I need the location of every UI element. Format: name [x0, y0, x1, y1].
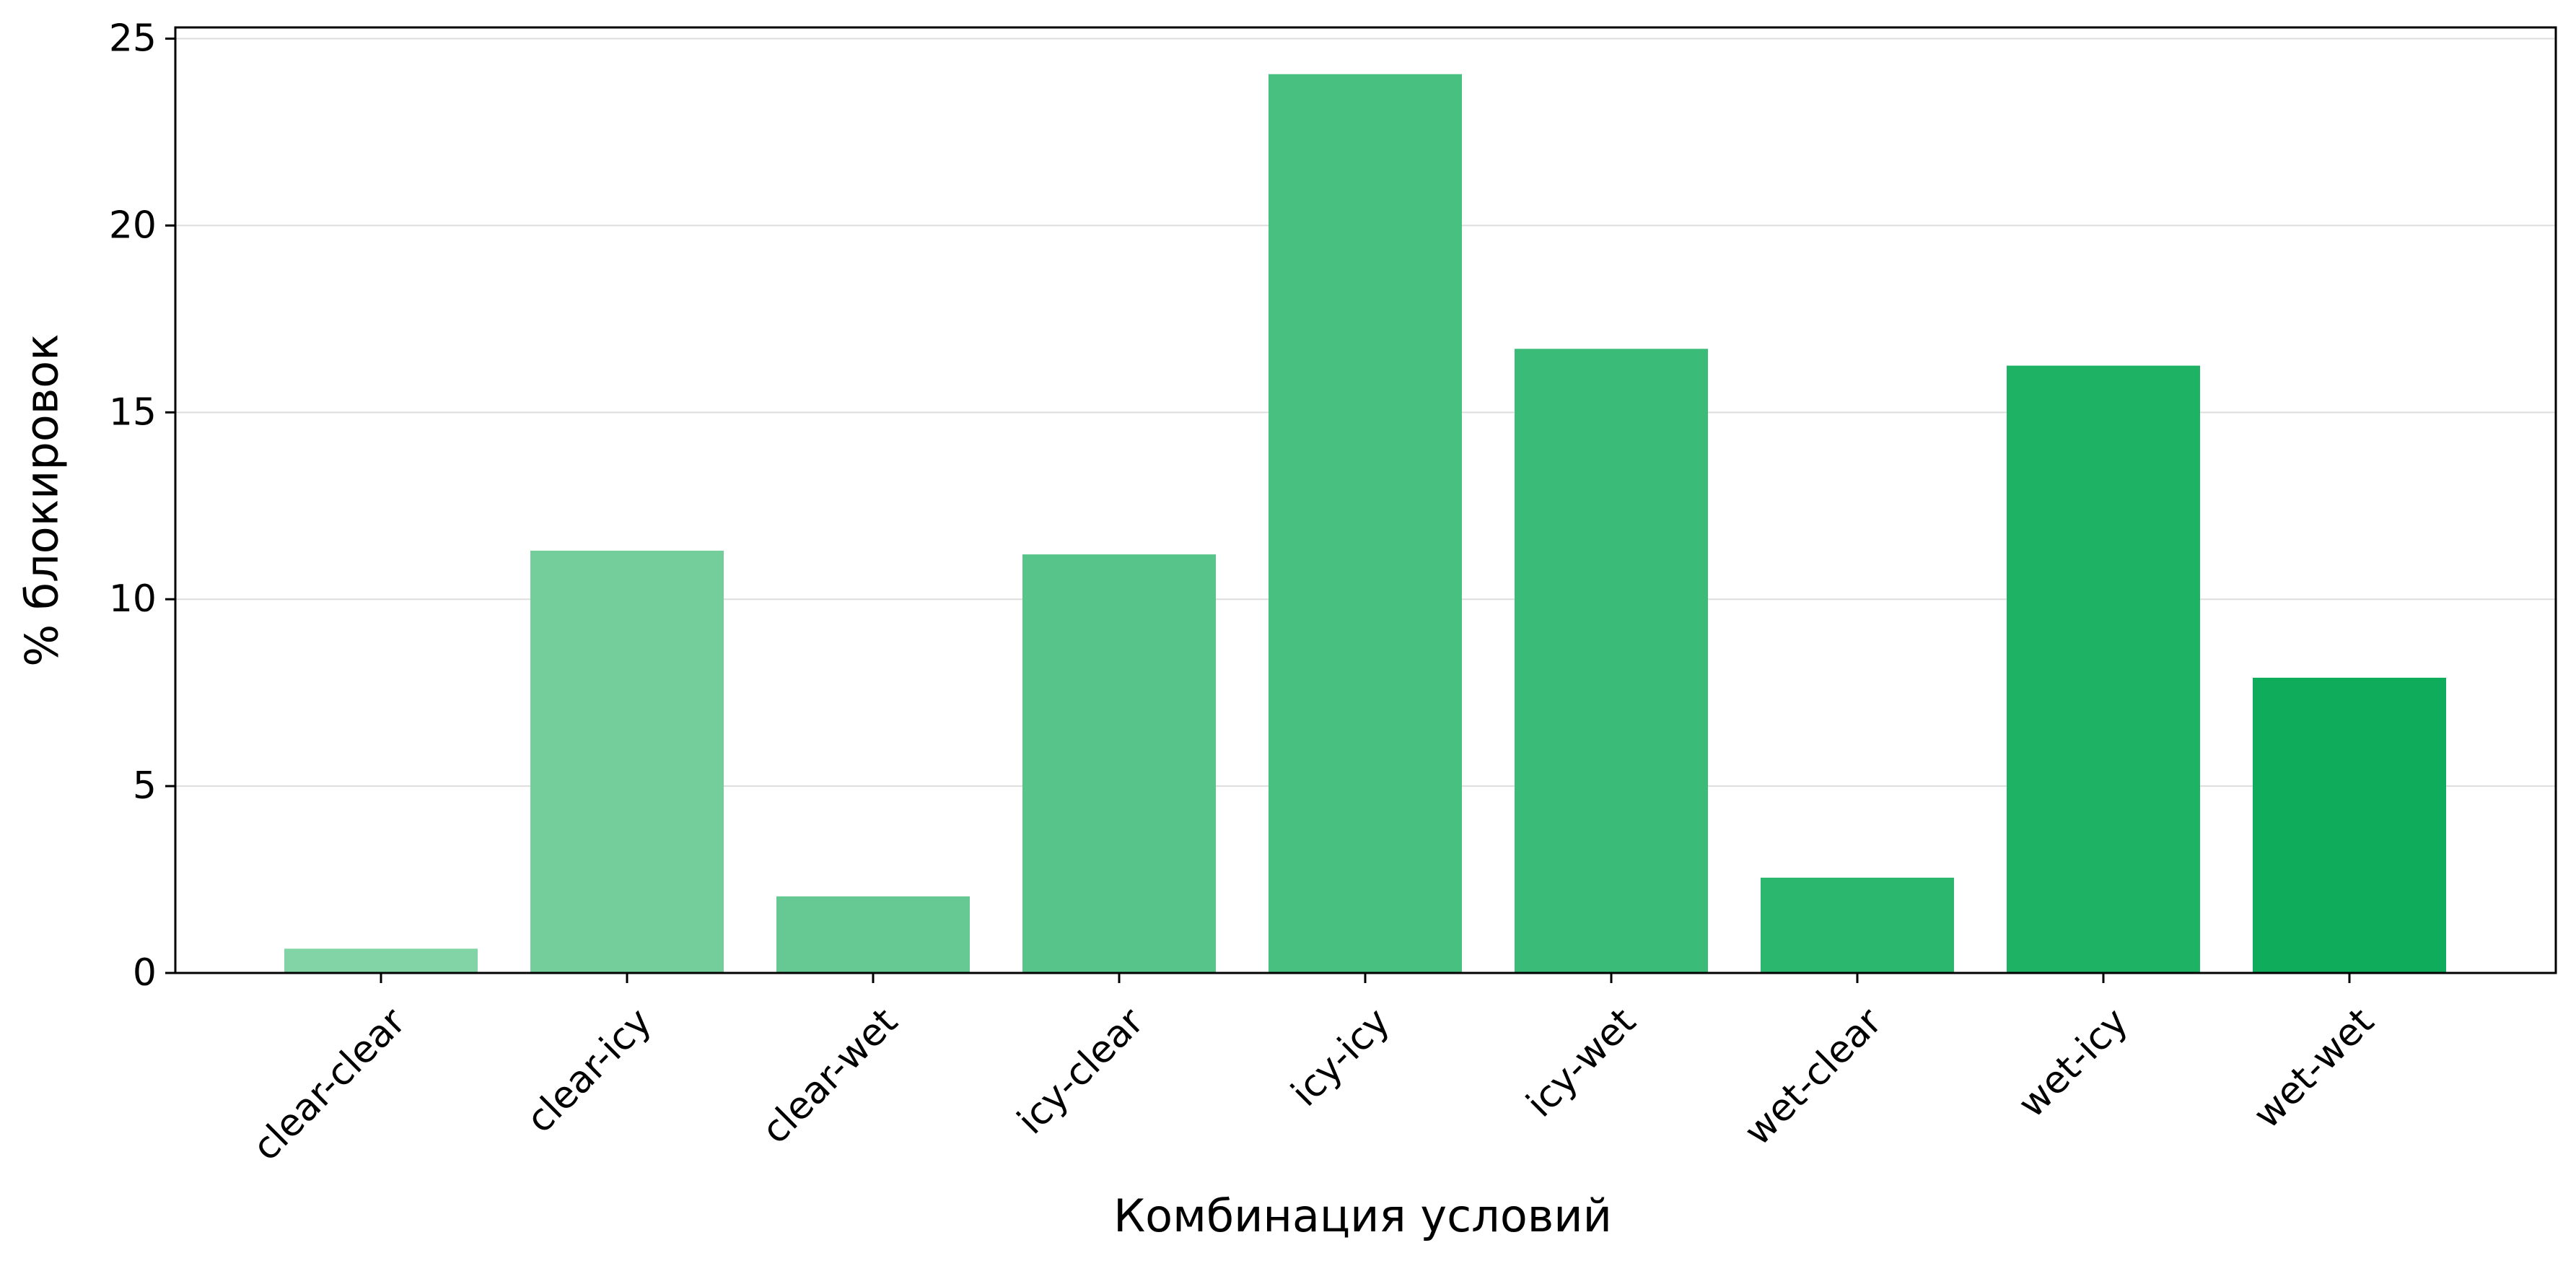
x-tick-label-clear-wet: clear-wet	[754, 1000, 906, 1152]
y-tick-label: 20	[109, 204, 157, 247]
bar-clear-clear	[284, 948, 478, 973]
bar-icy-wet	[1515, 349, 1708, 973]
bar-icy-icy	[1269, 74, 1462, 974]
x-tick-label-clear-icy: clear-icy	[519, 1000, 660, 1141]
y-axis-title: % блокировок	[16, 333, 69, 666]
x-tick-label-wet-clear: wet-clear	[1736, 1000, 1891, 1154]
x-tick-label-icy-wet: icy-wet	[1518, 1000, 1644, 1125]
bar-wet-icy	[2007, 365, 2200, 974]
x-tick-label-wet-wet: wet-wet	[2246, 1000, 2383, 1137]
y-tick-label: 25	[109, 17, 157, 61]
bars-layer	[284, 74, 2446, 974]
x-axis-title: Комбинация условий	[1113, 1189, 1612, 1242]
y-tick-label: 10	[109, 577, 157, 621]
x-tick-label-icy-icy: icy-icy	[1283, 1000, 1398, 1114]
bar-icy-clear	[1022, 554, 1216, 973]
x-axis: clear-clear clear-icy clear-wet icy-clear ic…	[245, 973, 2383, 1169]
bar-clear-wet	[776, 896, 970, 973]
x-tick-label-icy-clear: icy-clear	[1009, 1000, 1152, 1143]
y-tick-label: 15	[109, 390, 157, 434]
x-tick-label-clear-clear: clear-clear	[245, 1000, 414, 1169]
bar-wet-wet	[2253, 677, 2446, 973]
y-tick-label: 5	[133, 764, 157, 808]
y-axis: 0 5 10 15 20 25	[109, 17, 175, 995]
x-tick-label-wet-icy: wet-icy	[2010, 1000, 2137, 1126]
y-tick-label: 0	[133, 951, 157, 995]
bar-wet-clear	[1761, 877, 1954, 973]
bar-clear-icy	[530, 550, 724, 973]
